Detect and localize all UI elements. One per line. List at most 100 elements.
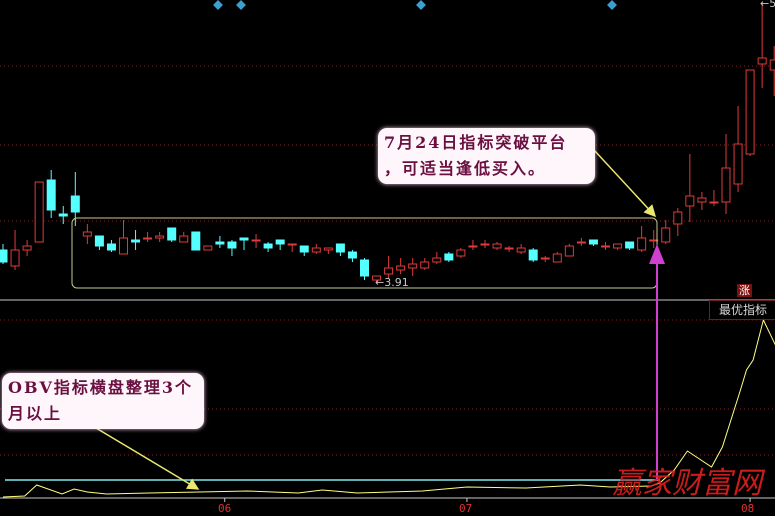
candle-up: [637, 226, 647, 252]
candle-up: [323, 247, 333, 254]
candle-body: [22, 245, 32, 251]
candle-up: [709, 190, 719, 206]
candle-up: [251, 234, 261, 248]
candle-body: [673, 211, 683, 225]
candle-up: [408, 258, 418, 276]
callout-arrow: [593, 149, 657, 218]
candle-down: [360, 258, 369, 280]
candle-body: [263, 243, 273, 249]
watermark-logo: 赢家财富网: [612, 466, 762, 501]
candle-body: [275, 239, 285, 245]
candle-body: [613, 243, 623, 249]
obv-panel: [2, 318, 775, 498]
candle-body: [709, 201, 719, 204]
candle-body: [143, 237, 153, 240]
date-tick-label: 07: [459, 502, 473, 515]
candle-down: [94, 235, 104, 250]
candle-body: [179, 235, 189, 243]
candle-body: [251, 239, 261, 242]
candle-down: [191, 231, 201, 251]
candle-down: [588, 239, 598, 246]
candle-down: [347, 250, 357, 262]
candle-up: [516, 244, 526, 254]
candle-down: [131, 230, 141, 250]
candle-body: [131, 239, 141, 243]
obv-line: [2, 318, 775, 498]
candle-up: [203, 245, 213, 251]
candle-body: [492, 243, 502, 249]
callout-line: 7月24日指标突破平台: [384, 133, 568, 152]
candle-body: [552, 253, 562, 263]
candle-body: [528, 249, 538, 261]
signal-diamond-marker: [236, 0, 246, 10]
candle-body: [625, 241, 635, 249]
candle-down: [46, 170, 56, 218]
candle-up: [456, 248, 466, 258]
candle-body: [239, 237, 249, 241]
candle-body: [227, 241, 237, 249]
callout-line: 月以上: [8, 404, 63, 423]
high-price-marker: ←5: [760, 0, 775, 10]
candle-body: [311, 247, 321, 253]
candle-body: [480, 243, 490, 246]
candle-body: [215, 241, 225, 245]
candle-body: [0, 249, 8, 263]
candle-up: [601, 242, 610, 250]
candle-down: [215, 236, 225, 248]
candle-body: [155, 235, 165, 239]
candle-body: [287, 243, 297, 246]
date-tick-label: 08: [741, 502, 755, 515]
candle-up: [287, 243, 297, 252]
candle-body: [106, 243, 116, 251]
candle-down: [625, 241, 635, 250]
candle-body: [10, 249, 20, 267]
low-price-marker: ←3.91: [375, 276, 409, 289]
candle-body: [456, 249, 466, 257]
candle-body: [432, 257, 442, 263]
candle-up: [119, 220, 128, 255]
rise-badge: 涨: [737, 284, 752, 297]
candle-down: [0, 244, 8, 264]
candle-body: [564, 245, 574, 257]
callout-line: ，可适当逢低买入。: [384, 159, 547, 178]
candle-body: [70, 195, 80, 213]
candle-up: [745, 69, 755, 156]
candle-body: [372, 275, 382, 281]
candle-body: [384, 267, 394, 275]
candle-body: [637, 237, 647, 251]
candle-up: [769, 46, 775, 96]
candle-body: [34, 181, 44, 243]
candle-up: [179, 232, 189, 243]
indicator-selector[interactable]: 最优指标: [709, 300, 775, 320]
candle-body: [58, 213, 68, 217]
candle-up: [82, 224, 92, 244]
low-price-value: 3.91: [384, 276, 409, 289]
candle-body: [733, 143, 743, 185]
high-price-value: 5: [769, 0, 775, 10]
callout-line: OBV指标横盘整理3个: [8, 378, 194, 397]
candle-up: [504, 246, 514, 252]
candle-body: [408, 263, 418, 269]
candle-body: [516, 247, 526, 253]
candle-down: [167, 227, 177, 242]
candle-body: [82, 231, 92, 237]
candle-body: [119, 237, 128, 255]
candle-up: [372, 275, 382, 282]
candle-body: [203, 245, 213, 251]
candle-up: [733, 106, 743, 192]
candle-body: [46, 179, 56, 211]
candle-body: [769, 59, 775, 71]
candle-down: [70, 172, 80, 226]
candle-up: [155, 232, 165, 242]
candle-body: [396, 265, 406, 271]
candle-down: [299, 245, 309, 256]
candle-down: [528, 248, 538, 262]
candle-body: [191, 231, 201, 251]
breakout-callout: 7月24日指标突破平台 ，可适当逢低买入。: [378, 128, 595, 184]
candle-down: [275, 239, 285, 250]
candle-up: [396, 258, 406, 274]
candle-up: [613, 243, 623, 250]
candle-up: [10, 230, 20, 270]
candle-body: [94, 235, 104, 247]
